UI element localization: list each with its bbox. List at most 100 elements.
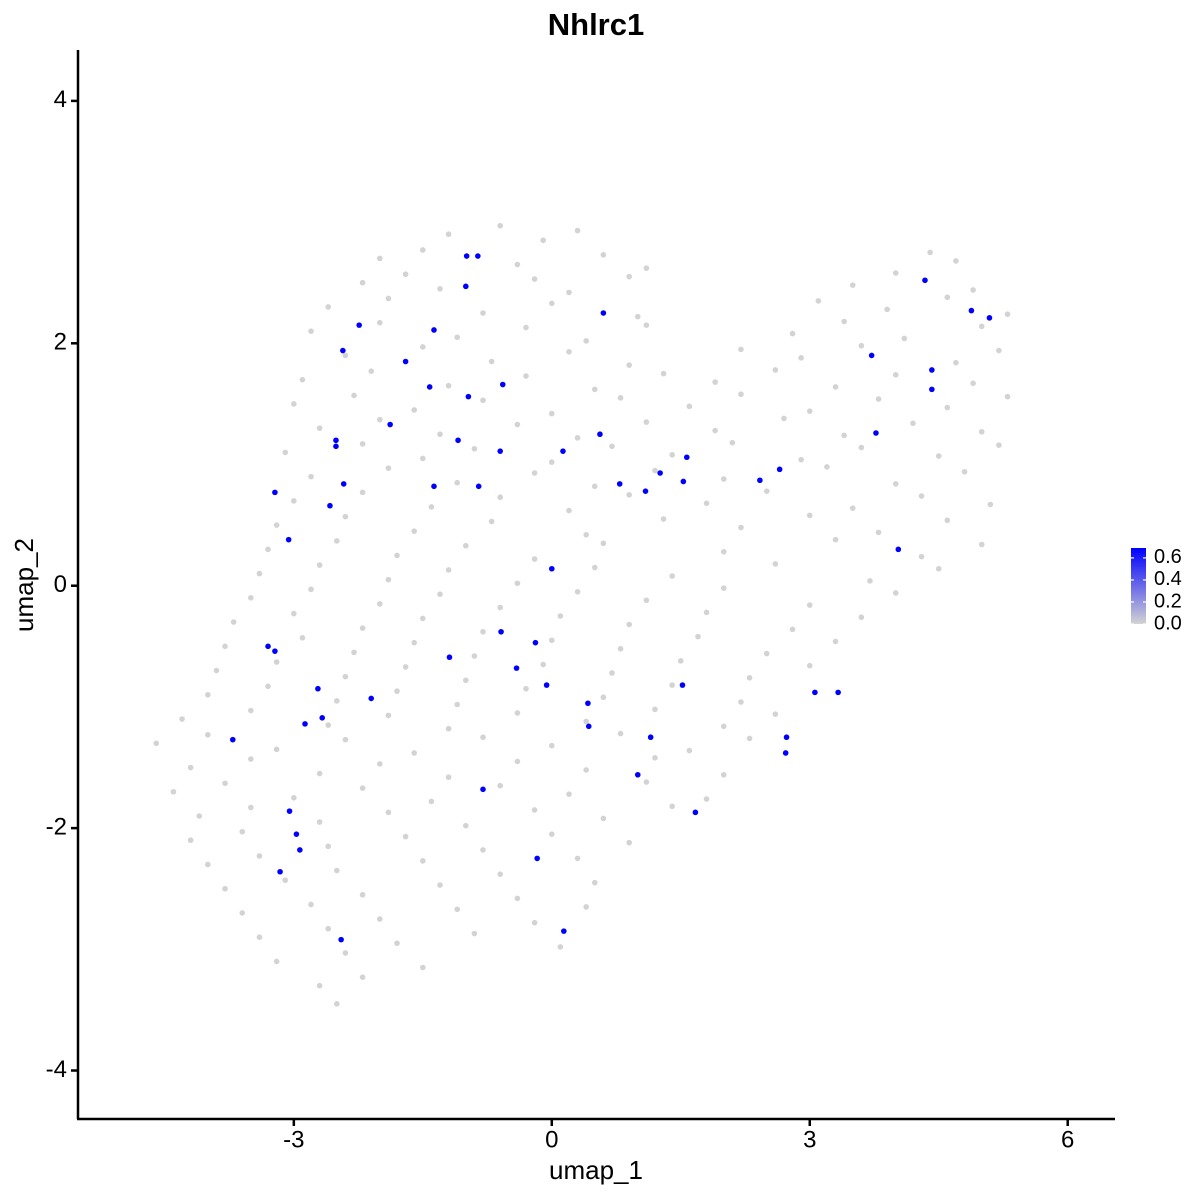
point: [642, 488, 649, 494]
point: [892, 481, 899, 487]
point: [455, 437, 461, 444]
point: [986, 315, 993, 321]
point: [591, 879, 598, 886]
point: [480, 397, 486, 404]
point: [514, 580, 521, 587]
point: [1004, 393, 1011, 400]
point: [548, 459, 555, 465]
point: [471, 653, 478, 659]
point: [927, 249, 933, 256]
point: [849, 282, 856, 288]
point: [806, 662, 813, 669]
y-axis-title: umap_2: [9, 538, 39, 632]
point: [385, 712, 392, 719]
point: [463, 822, 469, 829]
point: [445, 567, 452, 573]
point: [497, 782, 503, 789]
point: [385, 465, 392, 471]
point: [463, 283, 469, 290]
point: [359, 489, 366, 496]
point: [368, 368, 375, 374]
point: [454, 701, 461, 708]
point: [273, 522, 280, 528]
point: [299, 376, 306, 383]
point: [669, 803, 675, 810]
point: [222, 885, 228, 892]
point: [333, 443, 339, 450]
point: [841, 318, 847, 325]
point: [431, 483, 437, 490]
point: [531, 276, 538, 282]
point: [465, 393, 472, 400]
point: [463, 677, 469, 684]
point: [729, 439, 736, 446]
point: [385, 576, 392, 583]
point: [498, 628, 504, 635]
point: [978, 323, 985, 330]
point: [798, 456, 804, 463]
point: [297, 847, 303, 853]
point: [411, 639, 418, 646]
point: [325, 722, 332, 728]
point: [273, 958, 280, 965]
point: [600, 310, 607, 316]
point: [402, 833, 409, 840]
y-tick-label: 4: [54, 86, 67, 113]
point: [566, 289, 572, 296]
point: [763, 488, 770, 494]
point: [683, 454, 690, 461]
point: [308, 328, 314, 334]
point: [806, 602, 813, 608]
point: [359, 625, 366, 631]
point: [557, 613, 564, 619]
point: [574, 588, 581, 595]
point: [342, 950, 349, 956]
point: [532, 639, 539, 646]
point: [720, 548, 727, 555]
point: [626, 621, 632, 628]
point: [892, 590, 899, 596]
point: [229, 736, 236, 743]
point: [153, 740, 160, 747]
colorbar-tick-label: 0.6: [1154, 546, 1182, 568]
colorbar-tick-label: 0.4: [1154, 568, 1182, 590]
point: [961, 468, 968, 475]
point: [600, 815, 607, 822]
point: [273, 746, 280, 753]
point: [832, 638, 839, 645]
point: [385, 295, 392, 302]
point: [420, 615, 426, 622]
point: [548, 300, 555, 307]
point: [652, 755, 658, 761]
point: [858, 614, 865, 621]
point: [480, 628, 486, 635]
point: [497, 604, 503, 611]
point: [720, 585, 727, 591]
point: [626, 273, 632, 280]
point: [377, 916, 383, 922]
point: [334, 867, 340, 874]
point: [772, 711, 779, 717]
point: [316, 562, 323, 568]
point: [782, 750, 789, 756]
point: [616, 481, 623, 487]
point: [420, 858, 426, 864]
point: [560, 448, 566, 454]
point: [222, 643, 228, 650]
colorbar: [1131, 548, 1146, 624]
point: [841, 432, 847, 439]
point: [319, 715, 326, 721]
point: [970, 380, 976, 387]
point: [342, 513, 349, 520]
point: [895, 546, 902, 553]
point: [543, 682, 550, 688]
y-tick-label: 0: [54, 571, 67, 598]
point: [256, 570, 263, 577]
point: [302, 721, 308, 727]
point: [475, 483, 482, 490]
point: [574, 435, 581, 441]
points: [153, 222, 1011, 1007]
point: [359, 279, 366, 286]
